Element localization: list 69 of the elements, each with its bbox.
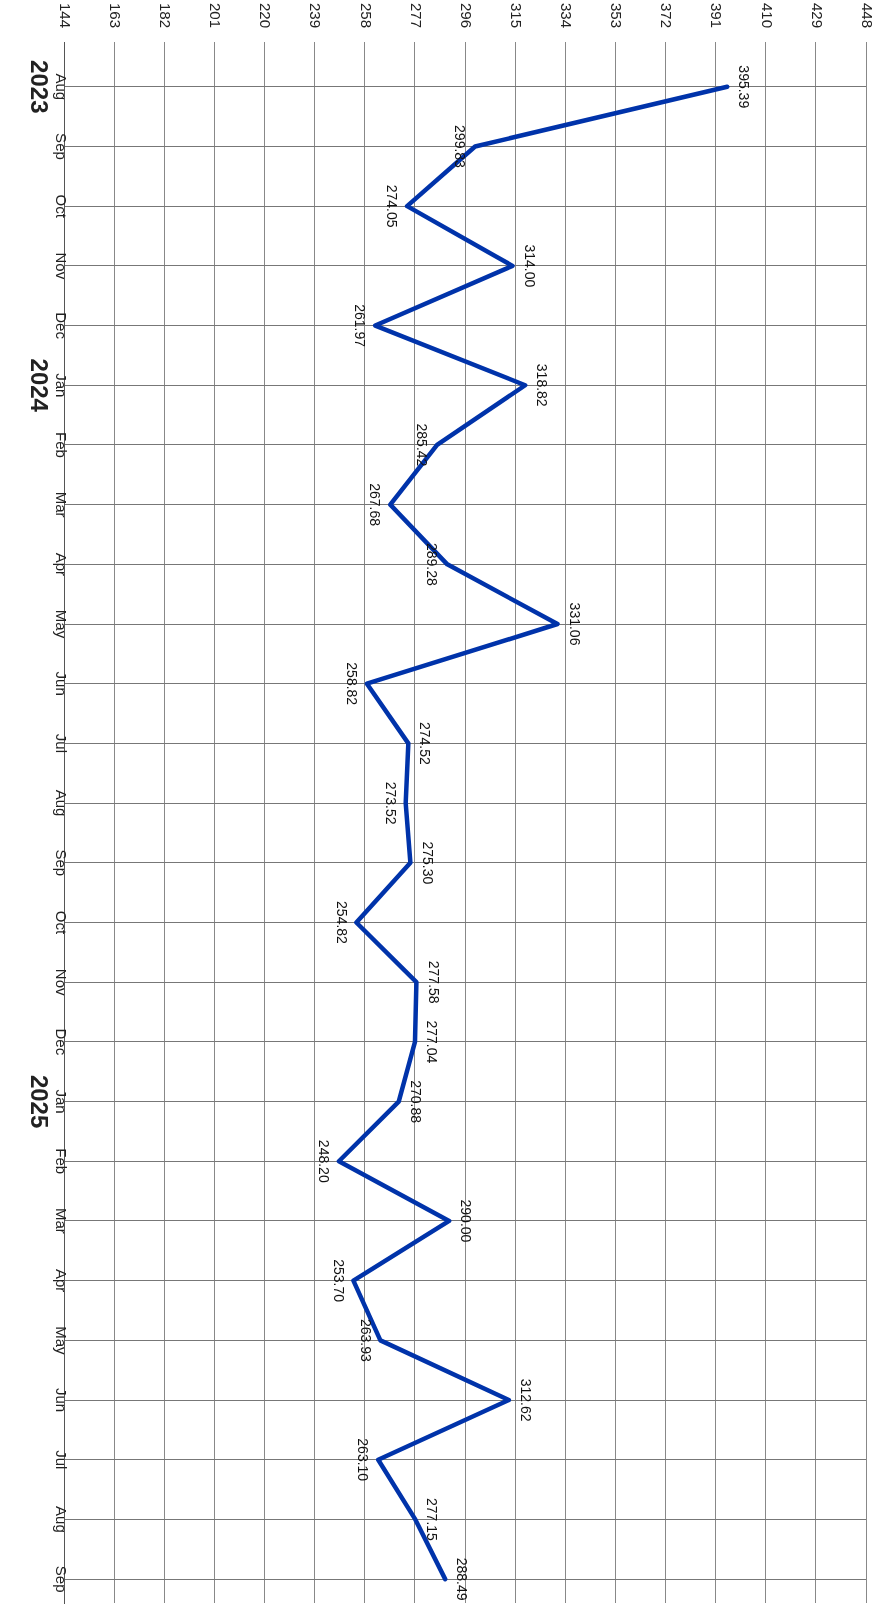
y-tick-label: Sep — [53, 1565, 71, 1593]
y-tick-label: Jun — [53, 1387, 71, 1413]
y-tick-label: Oct — [53, 194, 71, 219]
x-tick-label: 353 — [608, 3, 626, 29]
data-label: 312.62 — [517, 1378, 534, 1422]
data-label: 290.00 — [458, 1199, 475, 1243]
data-label: 314.00 — [521, 244, 538, 288]
data-label: 288.49 — [454, 1557, 471, 1601]
x-tick-label: 163 — [106, 3, 124, 29]
y-tick-label: May — [53, 1326, 71, 1356]
y-tick-label: Sep — [53, 849, 71, 877]
data-label: 331.06 — [566, 602, 583, 646]
y-tick-label: Sep — [53, 133, 71, 160]
x-tick-label: 220 — [257, 3, 275, 29]
data-label: 263.10 — [355, 1438, 372, 1482]
y-tick-label: Jul — [53, 733, 71, 753]
x-tick-label: 239 — [307, 3, 325, 29]
data-label: 274.05 — [384, 184, 401, 228]
x-tick-label: 258 — [357, 3, 375, 29]
data-label: 318.82 — [534, 363, 551, 407]
data-label: 253.70 — [330, 1259, 347, 1303]
data-label: 273.52 — [382, 781, 399, 825]
x-tick-label: 391 — [708, 3, 726, 29]
category-label: Aug 2023 — [26, 60, 71, 114]
y-tick-label: Dec — [53, 312, 71, 340]
data-label: 285.42 — [414, 423, 431, 467]
data-label: 248.20 — [316, 1139, 333, 1183]
x-tick-label: 201 — [207, 3, 225, 29]
y-tick-label: May — [53, 609, 71, 639]
x-tick-label: 334 — [558, 3, 576, 29]
category-label: Jan 2024 — [26, 358, 71, 412]
data-label: 299.83 — [452, 125, 469, 169]
data-label: 277.15 — [424, 1498, 441, 1542]
y-tick-label: Mar — [53, 1208, 71, 1234]
y-tick-label: Feb — [53, 432, 71, 458]
y-tick-label: Oct — [53, 910, 71, 935]
y-tick-label: Apr — [53, 552, 71, 576]
y-tick-label: Aug — [53, 789, 71, 817]
data-label: 289.28 — [424, 542, 441, 586]
x-tick-label: 372 — [658, 3, 676, 29]
data-label: 395.39 — [736, 65, 753, 109]
x-tick-label: 277 — [407, 3, 425, 29]
data-label: 277.58 — [425, 960, 442, 1004]
y-tick-label: Jun — [53, 671, 71, 696]
data-label: 275.30 — [419, 841, 436, 885]
data-label: 254.82 — [333, 901, 350, 945]
data-label: 263.93 — [357, 1318, 374, 1362]
data-label: 261.97 — [352, 304, 369, 348]
x-tick-label: 315 — [507, 3, 525, 29]
y-tick-label: Apr — [53, 1268, 71, 1293]
y-tick-label: Nov — [53, 968, 71, 997]
y-tick-label: Mar — [53, 491, 71, 518]
data-label: 274.52 — [417, 721, 434, 766]
y-tick-label: Jul — [53, 1450, 71, 1470]
x-tick-label: 410 — [758, 3, 776, 29]
y-tick-label: Feb — [53, 1148, 71, 1175]
y-tick-label: Aug — [53, 1506, 71, 1533]
x-tick-label: 296 — [457, 3, 475, 29]
data-label: 258.82 — [344, 662, 361, 706]
x-tick-label: 182 — [157, 3, 175, 29]
data-label: 267.68 — [367, 483, 384, 527]
data-label: 277.04 — [424, 1020, 441, 1064]
y-tick-label: Nov — [53, 252, 71, 280]
category-label: Jan 2025 — [26, 1074, 71, 1129]
x-tick-label: 429 — [808, 3, 826, 29]
x-tick-label: 448 — [858, 3, 876, 29]
data-label: 270.88 — [407, 1080, 424, 1124]
y-tick-label: Dec — [53, 1028, 71, 1056]
x-tick-label: 144 — [56, 3, 74, 29]
